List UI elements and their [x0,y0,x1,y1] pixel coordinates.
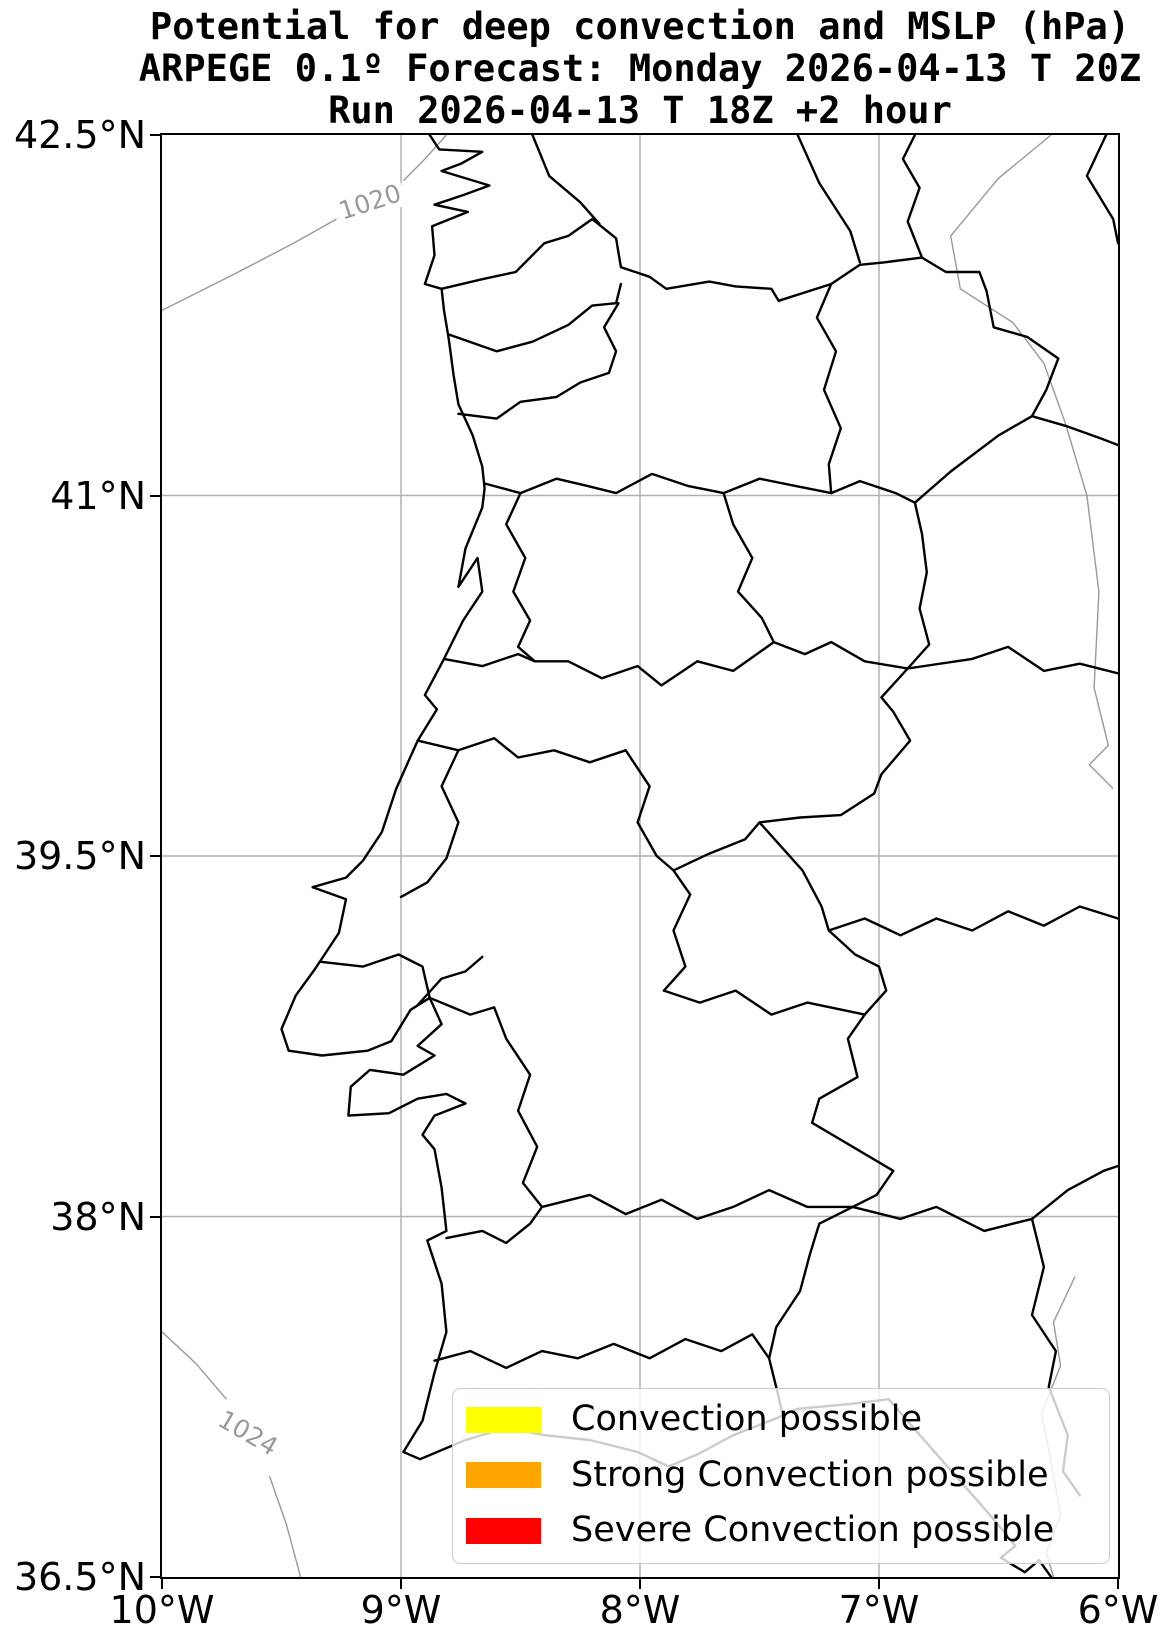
spain-province-boundary [906,645,1118,675]
map-plot-area: 1020 1024 Convection possible Strong Conve… [160,133,1120,1579]
district-boundary [416,955,484,1007]
district-boundary [662,989,866,1016]
portugal-spain-border [440,217,1060,1420]
spain-province-boundary [1030,1164,1118,1221]
district-boundary [416,737,627,764]
y-axis-tick [150,134,160,136]
y-axis-tick-label: 42.5°N [13,113,146,157]
y-axis-tick-label: 38°N [50,1194,146,1239]
district-boundary [672,821,761,872]
mslp-contour-1024 [162,1331,228,1400]
district-boundary [662,893,692,992]
mslp-contour-1020 [162,218,337,312]
title-line-2: ARPEGE 0.1º Forecast: Monday 2026-04-13 … [138,47,1142,90]
district-boundary [318,953,431,999]
x-axis-tick-label: 10°W [109,1588,215,1632]
district-boundary [428,996,544,1209]
district-boundary [457,371,611,420]
legend-item: Strong Convection possible [466,1454,1049,1495]
district-boundary [815,282,842,495]
mslp-contour-1024 [268,1475,302,1577]
x-axis-tick [400,1579,402,1589]
y-axis-tick-label: 39.5°N [13,834,146,878]
title-line-3: Run 2026-04-13 T 18Z +2 hour [328,89,952,132]
legend-item: Severe Convection possible [466,1510,1055,1550]
figure-title: Potential for deep convection and MSLP (… [53,6,1174,132]
spain-province-boundary [851,1205,1034,1233]
legend-item-label: Severe Convection possible [571,1510,1055,1550]
district-boundary [624,749,692,896]
spain-province-boundary [1030,415,1118,447]
spain-province-boundary [901,135,924,259]
district-boundary [447,282,623,353]
mslp-contour-1020 [402,135,447,182]
y-axis-tick [150,494,160,497]
district-boundary [722,491,775,644]
spain-province-boundary [796,135,862,264]
x-axis-tick-label: 9°W [360,1588,442,1632]
y-axis-tick-label: 41°N [50,473,146,518]
y-axis-tick [150,855,160,857]
district-boundary [540,1188,854,1221]
district-boundary [483,472,917,504]
map-svg [162,135,1118,1577]
spain-province-boundary [531,135,601,226]
x-axis-tick [878,1579,880,1589]
x-axis-tick [161,1579,163,1589]
spain-province-boundary [1085,135,1118,245]
x-axis-tick-label: 8°W [599,1588,681,1632]
spain-province-boundary [827,905,1118,937]
x-axis-tick [1117,1579,1119,1589]
legend-item: Convection possible [466,1399,922,1439]
district-boundary [505,491,536,663]
district-boundary [442,640,909,687]
legend-swatch [466,1462,541,1488]
x-axis-tick-label: 6°W [1077,1588,1159,1632]
x-axis-tick [639,1579,641,1589]
district-boundary [445,1205,544,1245]
district-boundary [602,301,620,375]
legend-swatch [466,1406,541,1433]
y-axis-tick [150,1215,160,1218]
legend: Convection possible Strong Convection pos… [452,1388,1110,1564]
x-axis-tick-label: 7°W [838,1588,920,1632]
y-axis-tick [150,1576,160,1578]
district-boundary [433,1333,771,1370]
legend-item-label: Convection possible [571,1399,922,1439]
legend-swatch [466,1517,541,1544]
district-boundary [399,749,460,899]
y-axis-tick-label: 36.5°N [13,1555,146,1599]
title-line-1: Potential for deep convection and MSLP (… [149,5,1131,48]
mslp-contour-1020 [949,135,1114,790]
legend-item-label: Strong Convection possible [571,1454,1049,1495]
